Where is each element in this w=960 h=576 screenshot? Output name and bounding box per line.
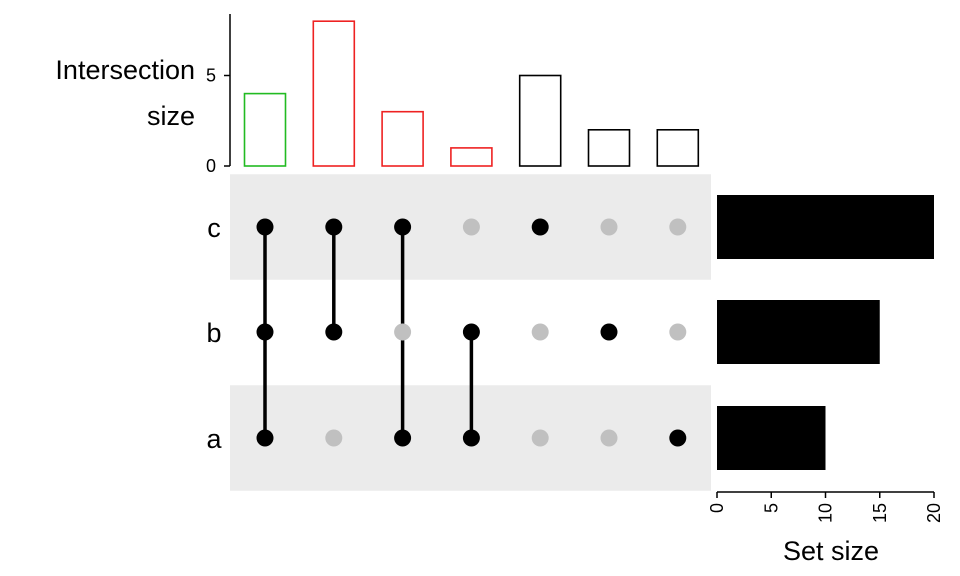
set-size-bar-a [717, 406, 826, 470]
matrix-dot-4-b [462, 323, 480, 341]
set-name-c: c [207, 213, 221, 243]
set-size-bars [717, 195, 934, 470]
matrix-dot-1-b [256, 323, 274, 341]
matrix-dot-4-a [462, 429, 480, 447]
set-size-tick-label-15: 15 [870, 503, 890, 523]
set-size-axis: 0 5 10 15 20 [707, 491, 944, 523]
intersection-size-bars [243, 20, 700, 167]
matrix-dot-7-a [669, 429, 687, 447]
set-name-b: b [206, 318, 221, 348]
intersection-bar-5 [518, 74, 562, 167]
set-name-a: a [206, 424, 222, 454]
set-size-bar-b [717, 300, 880, 364]
set-size-tick-label-5: 5 [761, 503, 781, 513]
set-size-tick-label-20: 20 [924, 503, 944, 523]
matrix-dot-6-b [600, 323, 618, 341]
intersection-matrix [256, 218, 687, 447]
intersection-bar-2 [312, 20, 356, 167]
intersection-bar-6 [587, 129, 631, 167]
matrix-dot-2-a [325, 429, 343, 447]
intersection-size-tick-label-5: 5 [206, 66, 216, 86]
intersection-bar-4 [450, 147, 493, 167]
intersection-size-axis: 05 [206, 14, 231, 176]
matrix-dot-3-b [394, 323, 412, 341]
matrix-dot-3-c [394, 218, 412, 236]
set-size-tick-label-0: 0 [707, 503, 727, 513]
intersection-bar-1 [243, 92, 287, 167]
matrix-dot-2-c [325, 218, 343, 236]
intersection-size-label-line-1: Intersection [55, 55, 195, 85]
set-size-tick-label-10: 10 [816, 503, 836, 523]
matrix-dot-1-a [256, 429, 274, 447]
intersection-size-label-line-2: size [147, 101, 195, 131]
matrix-dot-5-b [531, 323, 549, 341]
intersection-bar-3 [381, 110, 424, 167]
matrix-dot-5-a [531, 429, 549, 447]
set-size-bar-c [717, 195, 934, 259]
matrix-dot-5-c [531, 218, 549, 236]
matrix-dot-7-c [669, 218, 687, 236]
intersection-size-tick-label-0: 0 [206, 156, 216, 176]
matrix-dot-7-b [669, 323, 687, 341]
set-size-label: Set size [783, 536, 879, 566]
matrix-dot-1-c [256, 218, 274, 236]
matrix-dot-3-a [394, 429, 412, 447]
matrix-dot-6-c [600, 218, 618, 236]
matrix-dot-2-b [325, 323, 343, 341]
matrix-dot-4-c [462, 218, 480, 236]
matrix-dot-6-a [600, 429, 618, 447]
set-names: c b a [206, 213, 222, 454]
intersection-bar-7 [656, 129, 700, 167]
